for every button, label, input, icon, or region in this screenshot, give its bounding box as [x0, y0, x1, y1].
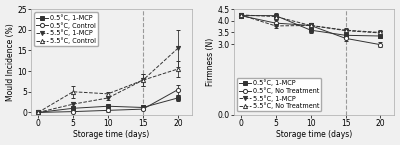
Legend: 0.5°C, 1-MCP, 0.5°C, No Treatment, 5.5°C, 1-MCP, 5.5°C, No Treatment: 0.5°C, 1-MCP, 0.5°C, No Treatment, 5.5°C… — [237, 78, 321, 111]
Y-axis label: Firmness (N): Firmness (N) — [206, 38, 215, 86]
X-axis label: Storage time (days): Storage time (days) — [73, 130, 150, 139]
Y-axis label: Mould Incidence (%): Mould Incidence (%) — [6, 23, 14, 101]
X-axis label: Storage time (days): Storage time (days) — [276, 130, 352, 139]
Legend: 0.5°C, 1-MCP, 0.5°C, Control, 5.5°C, 1-MCP, 5.5°C, Control: 0.5°C, 1-MCP, 0.5°C, Control, 5.5°C, 1-M… — [34, 12, 98, 46]
